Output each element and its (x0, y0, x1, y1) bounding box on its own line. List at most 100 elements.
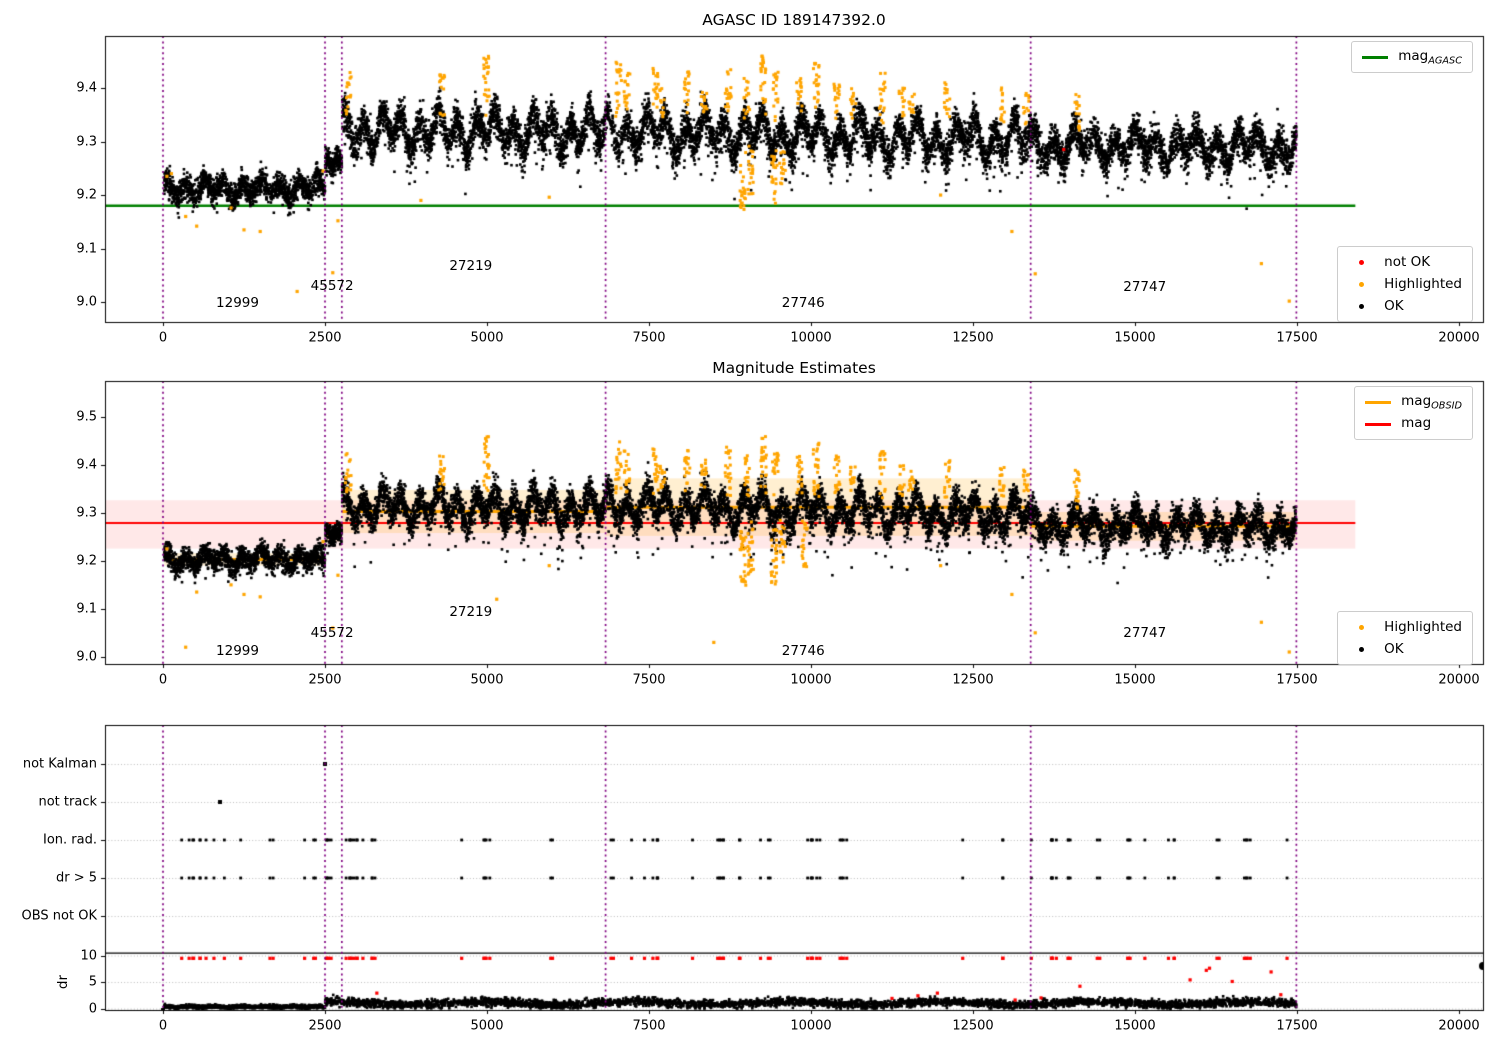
y-tick-label: 9.2 (76, 553, 97, 569)
x-tick-label: 20000 (1438, 672, 1480, 688)
x-tick-label: 15000 (1114, 672, 1156, 688)
ok-dot-swatch (1348, 646, 1374, 652)
obsid-annotation: 45572 (310, 278, 354, 295)
category-label: not Kalman (22, 756, 97, 772)
legend-label-highlighted: Highlighted (1384, 619, 1462, 635)
x-tick-label: 10000 (790, 330, 832, 346)
obsid-annotation: 12999 (216, 643, 259, 660)
x-tick-label: 5000 (470, 330, 504, 346)
x-tick-label: 20000 (1438, 330, 1480, 346)
legend-label-mag: mag (1401, 415, 1431, 434)
x-tick-label: 12500 (952, 330, 994, 346)
y-tick-label: 9.0 (76, 294, 97, 310)
ok-dot-swatch (1348, 303, 1374, 309)
top-plot-title: AGASC ID 189147392.0 (702, 11, 886, 29)
mag-line-swatch (1365, 422, 1392, 426)
category-label: not track (38, 794, 97, 810)
legend-point-categories-top-plot: not OK Highlighted OK (1337, 246, 1473, 322)
x-tick-label: 5000 (470, 1018, 504, 1034)
x-tick-label: 15000 (1114, 1018, 1156, 1034)
x-tick-label: 17500 (1276, 330, 1318, 346)
obsid-annotation: 12999 (216, 295, 259, 312)
obsid-annotation: 27219 (449, 258, 493, 275)
highlighted-dot-swatch (1348, 281, 1374, 287)
highlighted-dot-swatch (1348, 624, 1374, 630)
x-tick-label: 17500 (1276, 672, 1318, 688)
legend-entry-highlighted: Highlighted (1348, 273, 1462, 295)
x-tick-label: 0 (158, 672, 168, 688)
obsid-annotation: 27747 (1123, 624, 1167, 641)
black-dot-icon (1358, 646, 1364, 652)
x-tick-label: 2500 (308, 1018, 342, 1034)
legend-point-categories-middle-plot: Highlighted OK (1337, 611, 1473, 665)
legend-label-mag-obsid: magOBSID (1401, 393, 1462, 412)
x-tick-label: 2500 (308, 330, 342, 346)
legend-text: mag (1398, 47, 1429, 64)
x-tick-label: 0 (158, 1018, 168, 1034)
x-tick-label: 0 (158, 330, 168, 346)
legend-entry-mag-obsid: magOBSID (1365, 391, 1462, 413)
legend-label-not-ok: not OK (1384, 254, 1431, 270)
legend-text: mag (1401, 414, 1432, 431)
legend-label-highlighted: Highlighted (1384, 276, 1462, 292)
obsid-annotation: 27747 (1123, 279, 1167, 296)
red-dot-icon (1358, 259, 1364, 265)
x-tick-label: 10000 (790, 672, 832, 688)
legend-entry-ok: OK (1348, 295, 1462, 317)
legend-subscript: OBSID (1431, 400, 1462, 412)
legend-text: mag (1401, 392, 1432, 409)
legend-label-mag-agasc: magAGASC (1398, 48, 1462, 67)
category-label: dr > 5 (55, 870, 97, 886)
category-label: OBS not OK (21, 908, 98, 924)
orange-dot-icon (1358, 281, 1364, 287)
dr-tick-label: 0 (88, 1001, 97, 1016)
mag-obsid-line-swatch (1365, 400, 1392, 404)
y-tick-label: 9.4 (76, 80, 97, 96)
dr-tick-label: 10 (80, 948, 97, 963)
x-tick-label: 12500 (952, 672, 994, 688)
legend-subscript: AGASC (1428, 55, 1462, 67)
x-tick-label: 7500 (632, 672, 666, 688)
x-tick-label: 5000 (470, 672, 504, 688)
x-tick-label: 20000 (1438, 1018, 1480, 1034)
x-tick-label: 2500 (308, 672, 342, 688)
obsid-annotation: 27746 (781, 295, 825, 312)
legend-label-ok: OK (1384, 298, 1404, 314)
x-tick-label: 12500 (952, 1018, 994, 1034)
x-tick-label: 15000 (1114, 330, 1156, 346)
y-tick-label: 9.4 (76, 457, 97, 473)
y-tick-label: 9.0 (76, 649, 97, 665)
y-tick-label: 9.2 (76, 187, 97, 203)
not-ok-dot-swatch (1348, 259, 1374, 265)
mag-agasc-line-swatch (1362, 55, 1389, 59)
red-line-icon (1365, 422, 1392, 426)
legend-entry-mag: mag (1365, 413, 1462, 435)
legend-entry-not-ok: not OK (1348, 251, 1462, 273)
category-label: Ion. rad. (43, 832, 97, 848)
obsid-annotation: 27219 (449, 603, 493, 620)
y-tick-label: 9.3 (76, 505, 97, 521)
dr-axis-label: dr (55, 974, 71, 990)
green-line-icon (1362, 55, 1389, 59)
orange-line-icon (1365, 400, 1392, 404)
legend-label-ok: OK (1384, 641, 1404, 657)
legend-mag-lines: magOBSID mag (1354, 386, 1473, 440)
orange-dot-icon (1358, 624, 1364, 630)
x-tick-label: 7500 (632, 1018, 666, 1034)
y-tick-label: 9.1 (76, 601, 97, 617)
obsid-annotation: 45572 (310, 624, 354, 641)
middle-plot-title: Magnitude Estimates (712, 359, 876, 377)
x-tick-label: 17500 (1276, 1018, 1318, 1034)
dr-tick-label: 5 (88, 974, 97, 990)
legend-entry-mag-agasc: magAGASC (1362, 46, 1462, 68)
legend-entry-ok: OK (1348, 638, 1462, 660)
black-dot-icon (1358, 303, 1364, 309)
y-tick-label: 9.3 (76, 134, 97, 149)
x-tick-label: 7500 (632, 330, 666, 346)
y-tick-label: 9.5 (76, 409, 97, 425)
legend-mag-agasc: magAGASC (1351, 41, 1473, 73)
y-tick-label: 9.1 (76, 241, 97, 257)
obsid-annotation: 27746 (781, 643, 825, 660)
